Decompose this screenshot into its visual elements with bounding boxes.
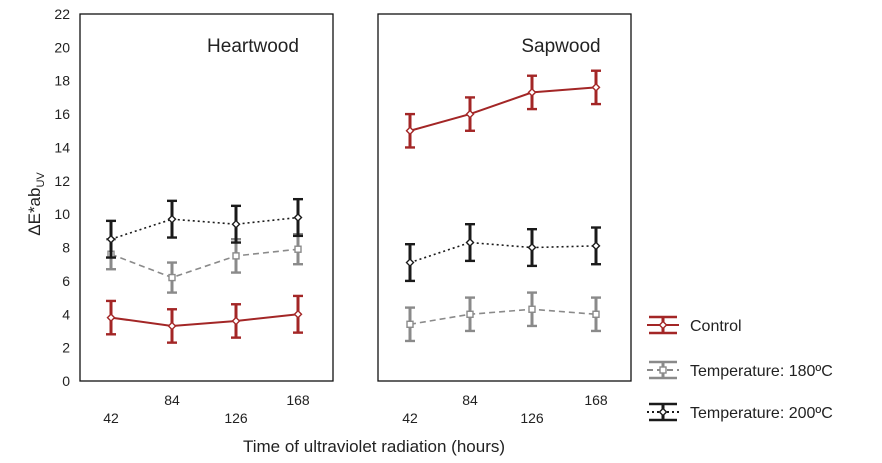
- data-point: [591, 241, 601, 251]
- x-tick-label: 126: [224, 410, 248, 426]
- y-axis-label: ΔE*abUV: [25, 172, 47, 236]
- legend-swatch: [647, 315, 679, 335]
- series-1: [405, 291, 601, 343]
- series-2: [106, 197, 303, 259]
- panel-frame: [79, 13, 334, 382]
- series-group: [106, 197, 303, 344]
- y-tick-label: 0: [62, 373, 70, 389]
- data-point: [232, 252, 240, 260]
- y-tick-label: 10: [54, 206, 70, 222]
- panel-title: Sapwood: [521, 36, 600, 57]
- x-ticks: 42 84 126 168: [103, 392, 310, 426]
- series-line: [110, 248, 299, 279]
- series-line: [409, 308, 597, 326]
- panel-frame: [377, 13, 632, 382]
- y-tick-label: 14: [54, 139, 70, 155]
- series-line: [409, 86, 597, 132]
- y-axis: 0 2 4 6 8 10 12 14 16 18 20 22: [54, 6, 70, 389]
- y-tick-label: 16: [54, 106, 70, 122]
- series-line: [409, 241, 597, 264]
- data-point: [528, 305, 536, 313]
- data-point: [405, 258, 415, 268]
- data-point: [658, 407, 668, 417]
- data-point: [658, 320, 668, 330]
- y-tick-label: 2: [62, 340, 70, 356]
- data-point: [167, 214, 177, 224]
- data-point: [405, 126, 415, 136]
- data-point: [168, 273, 176, 282]
- data-point: [466, 310, 474, 318]
- x-tick-label: 84: [164, 392, 180, 408]
- x-tick-label: 168: [286, 392, 310, 408]
- legend-label: Temperature: 200ºC: [690, 405, 833, 422]
- data-point: [465, 109, 475, 119]
- data-point: [293, 309, 303, 319]
- y-tick-label: 8: [62, 240, 70, 256]
- x-ticks: 42 84 126 168: [402, 392, 608, 426]
- data-point: [527, 243, 537, 253]
- panel-heartwood: Heartwood 42 84 126 168: [79, 13, 334, 426]
- data-point: [231, 316, 241, 326]
- data-point: [591, 82, 601, 92]
- data-point: [106, 313, 116, 323]
- series-0: [405, 69, 601, 149]
- series-1: [106, 232, 303, 294]
- data-point: [592, 310, 600, 318]
- x-tick-label: 42: [103, 410, 119, 426]
- data-point: [406, 320, 414, 328]
- legend-label: Temperature: 180ºC: [690, 363, 833, 380]
- data-point: [106, 234, 116, 244]
- x-tick-label: 168: [584, 392, 608, 408]
- legend-item: Control: [647, 315, 742, 335]
- y-tick-label: 20: [54, 39, 70, 55]
- series-line: [110, 313, 299, 327]
- legend-item: Temperature: 180ºC: [647, 360, 833, 380]
- legend-swatch: [647, 360, 679, 380]
- data-point: [293, 213, 303, 223]
- legend-label: Control: [690, 318, 742, 335]
- y-tick-label: 22: [54, 6, 70, 22]
- legend-item: Temperature: 200ºC: [647, 402, 833, 422]
- x-axis-label: Time of ultraviolet radiation (hours): [243, 437, 505, 456]
- data-point: [659, 366, 667, 374]
- series-2: [405, 222, 601, 283]
- panel-sapwood: Sapwood 42 84 126 168: [377, 13, 632, 426]
- x-tick-label: 126: [520, 410, 544, 426]
- data-point: [527, 87, 537, 97]
- y-tick-label: 6: [62, 273, 70, 289]
- data-point: [167, 321, 177, 331]
- legend: Control Temperature: 180ºC Temperature: 20…: [647, 315, 833, 422]
- y-tick-label: 12: [54, 173, 70, 189]
- data-point: [231, 219, 241, 229]
- x-tick-label: 84: [462, 392, 478, 408]
- series-line: [110, 216, 299, 240]
- legend-swatch: [647, 402, 679, 422]
- data-point: [465, 238, 475, 248]
- x-tick-label: 42: [402, 410, 418, 426]
- series-0: [106, 294, 303, 344]
- panel-title: Heartwood: [207, 36, 299, 57]
- data-point: [294, 245, 302, 253]
- y-axis-label-sub: UV: [35, 172, 47, 188]
- y-axis-label-main: ΔE*ab: [25, 188, 44, 236]
- series-group: [405, 69, 601, 343]
- y-tick-label: 4: [62, 306, 70, 322]
- y-tick-label: 18: [54, 73, 70, 89]
